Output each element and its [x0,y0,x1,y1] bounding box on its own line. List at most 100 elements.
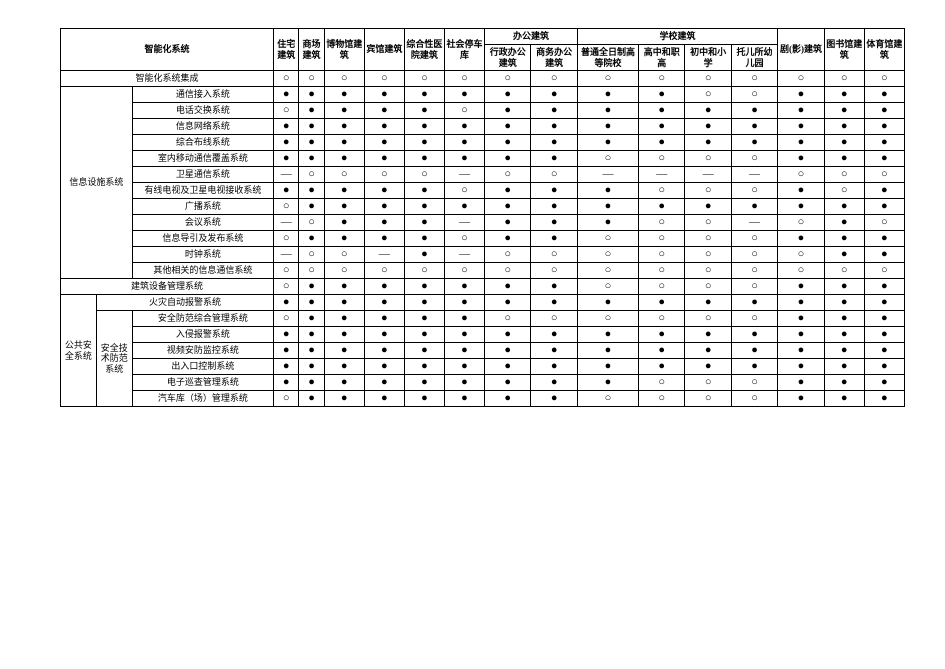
cell [824,71,864,87]
cell [639,167,685,183]
mark-icon [283,297,290,308]
cell [324,391,364,407]
mark-icon [341,265,348,276]
mark-icon [658,361,665,372]
cell [485,391,531,407]
cell [485,375,531,391]
mark-icon [658,233,665,244]
cell [685,359,731,375]
mark-icon [421,281,428,292]
mark-icon [504,393,511,404]
mark-icon [341,89,348,100]
mark-icon [308,217,315,228]
cell [444,327,484,343]
cell [324,167,364,183]
mark-icon [751,137,758,148]
cell [485,119,531,135]
mark-icon [605,329,612,340]
cell [299,119,324,135]
mark-icon [421,329,428,340]
cell [324,343,364,359]
cell [299,327,324,343]
mark-icon [551,153,558,164]
mark-icon [341,217,348,228]
row-label: 建筑设备管理系统 [61,279,274,295]
row-label: 火灾自动报警系统 [96,295,273,311]
mark-icon [605,121,612,132]
row-cabling: 综合布线系统 [61,135,905,151]
cell [404,295,444,311]
cell [485,295,531,311]
row-label: 卫星通信系统 [132,167,273,183]
cell [299,391,324,407]
mark-icon [798,137,805,148]
cell [824,327,864,343]
row-label: 信息导引及发布系统 [132,231,273,247]
cell [685,231,731,247]
col-school-highvoc: 高中和职高 [639,44,685,71]
mark-icon [751,297,758,308]
cell [577,135,638,151]
cell [324,71,364,87]
mark-icon [841,185,848,196]
mark-icon [881,393,888,404]
row-intrusion: 入侵报警系统 [61,327,905,343]
row-info-access: 信息设施系统 通信接入系统 [61,87,905,103]
cell [485,135,531,151]
mark-icon [705,185,712,196]
row-patrol: 电子巡查管理系统 [61,375,905,391]
mark-icon [504,377,511,388]
mark-icon [881,201,888,212]
mark-icon [798,281,805,292]
row-label: 通信接入系统 [132,87,273,103]
mark-icon [705,233,712,244]
mark-icon [841,169,848,180]
cell [364,199,404,215]
cell [299,359,324,375]
cell [864,183,904,199]
cell [404,167,444,183]
cell [299,343,324,359]
cell [778,327,824,343]
mark-icon [308,393,315,404]
cell [639,311,685,327]
cell [274,375,299,391]
cell [299,71,324,87]
mark-icon [841,281,848,292]
cell [778,311,824,327]
mark-icon [841,153,848,164]
col-office-gov: 行政办公建筑 [485,44,531,71]
mark-icon [658,345,665,356]
cell [778,119,824,135]
mark-icon [308,345,315,356]
mark-icon [841,73,848,84]
cell [444,279,484,295]
mark-icon [551,297,558,308]
cell [324,87,364,103]
mark-icon [605,105,612,116]
mark-icon [605,377,612,388]
mark-icon [283,185,290,196]
mark-icon [841,217,848,228]
mark-icon [658,105,665,116]
mark-icon [421,345,428,356]
cell [404,375,444,391]
cell [778,71,824,87]
cell [778,343,824,359]
mark-icon [283,137,290,148]
mark-icon [658,265,665,276]
cell [444,135,484,151]
mark-icon [551,105,558,116]
mark-icon [551,217,558,228]
cell [364,231,404,247]
cell [577,279,638,295]
mark-icon [551,89,558,100]
mark-icon [658,185,665,196]
mark-icon [281,169,292,180]
row-label: 汽车库（场）管理系统 [132,391,273,407]
mark-icon [798,153,805,164]
col-school-junior: 初中和小学 [685,44,731,71]
mark-icon [504,361,511,372]
mark-icon [658,153,665,164]
cell [639,391,685,407]
